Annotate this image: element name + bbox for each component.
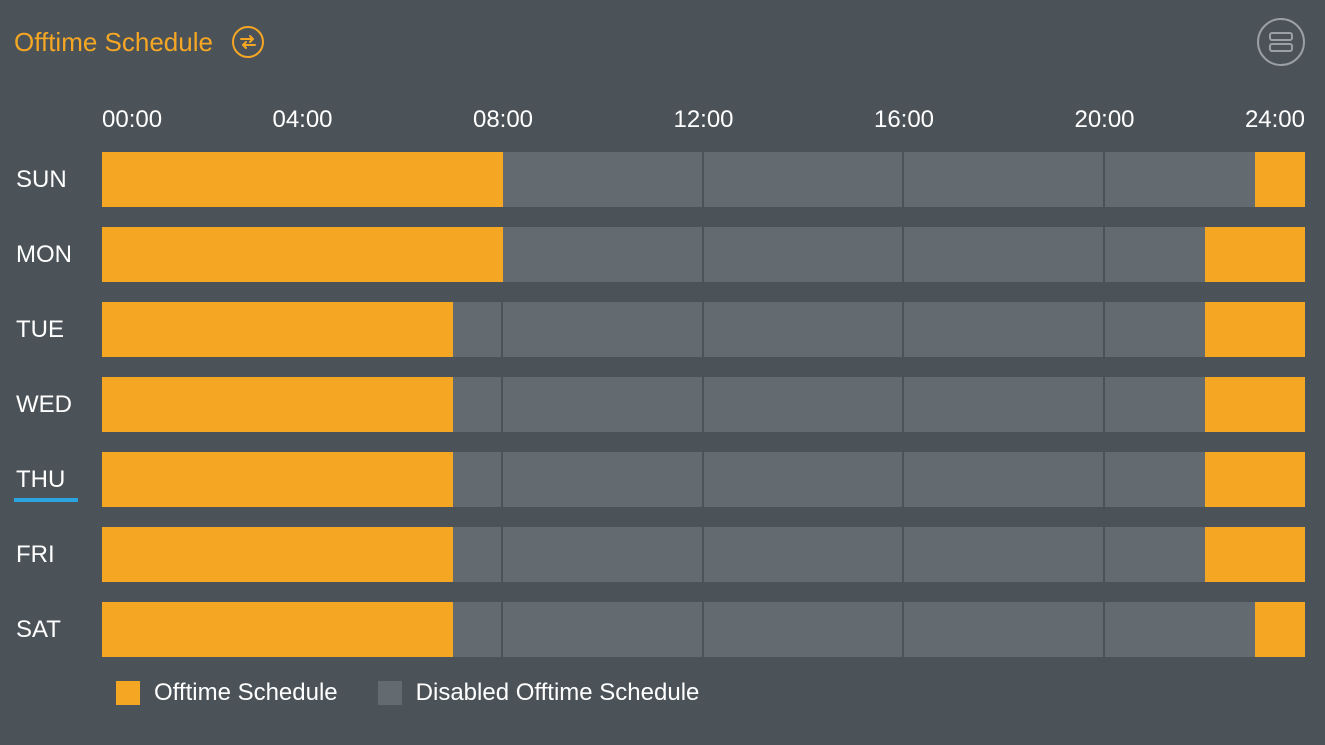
header: Offtime Schedule (0, 0, 1325, 66)
day-label[interactable]: TUE (14, 316, 102, 344)
legend-swatch (116, 681, 140, 705)
schedule-rows: SUN MON TUE WED THU FRI SAT (14, 152, 1305, 657)
day-label[interactable]: THU (14, 466, 102, 494)
track-slot (704, 152, 905, 207)
offtime-segment[interactable] (102, 527, 453, 582)
track-slot (704, 227, 905, 282)
track-slot (704, 452, 905, 507)
offtime-segment[interactable] (102, 602, 453, 657)
legend-swatch (378, 681, 402, 705)
schedule-row: SAT (14, 602, 1305, 657)
sync-icon[interactable] (231, 25, 265, 59)
offtime-segment[interactable] (1205, 452, 1305, 507)
legend: Offtime Schedule Disabled Offtime Schedul… (116, 679, 1305, 707)
track-slot (904, 302, 1105, 357)
title-wrap: Offtime Schedule (14, 25, 265, 59)
legend-label: Disabled Offtime Schedule (416, 679, 700, 707)
schedule-track[interactable] (102, 452, 1305, 507)
schedule-chart: 00:00 04:00 08:00 12:00 16:00 20:00 24:00 SUN M… (0, 106, 1325, 707)
track-slot (503, 602, 704, 657)
track-slot (704, 602, 905, 657)
offtime-segment[interactable] (1205, 227, 1305, 282)
track-slot (503, 227, 704, 282)
schedule-row: MON (14, 227, 1305, 282)
schedule-track[interactable] (102, 302, 1305, 357)
schedule-row: SUN (14, 152, 1305, 207)
day-label[interactable]: FRI (14, 541, 102, 569)
track-slot (904, 227, 1105, 282)
time-axis-label: 24:00 (1245, 106, 1305, 134)
time-axis-label: 16:00 (874, 106, 934, 134)
legend-label: Offtime Schedule (154, 679, 338, 707)
offtime-segment[interactable] (102, 227, 503, 282)
offtime-segment[interactable] (1255, 602, 1305, 657)
offtime-segment[interactable] (102, 152, 503, 207)
schedule-track[interactable] (102, 377, 1305, 432)
day-label[interactable]: SUN (14, 166, 102, 194)
time-axis-label: 00:00 (102, 106, 162, 134)
offtime-segment[interactable] (1255, 152, 1305, 207)
schedule-track[interactable] (102, 527, 1305, 582)
track-slot (904, 527, 1105, 582)
schedule-track[interactable] (102, 227, 1305, 282)
legend-item: Offtime Schedule (116, 679, 338, 707)
day-label[interactable]: WED (14, 391, 102, 419)
offtime-segment[interactable] (102, 377, 453, 432)
offtime-segment[interactable] (102, 302, 453, 357)
schedule-row: TUE (14, 302, 1305, 357)
track-slot (904, 152, 1105, 207)
track-slot (704, 527, 905, 582)
offtime-segment[interactable] (1205, 302, 1305, 357)
track-slot (503, 377, 704, 432)
offtime-segment[interactable] (102, 452, 453, 507)
offtime-segment[interactable] (1205, 377, 1305, 432)
day-label[interactable]: MON (14, 241, 102, 269)
time-axis-label: 20:00 (1074, 106, 1134, 134)
track-slot (503, 152, 704, 207)
track-slot (904, 377, 1105, 432)
track-slot (704, 302, 905, 357)
track-slot (503, 302, 704, 357)
time-axis-label: 12:00 (673, 106, 733, 134)
offtime-segment[interactable] (1205, 527, 1305, 582)
track-slot (503, 452, 704, 507)
time-axis-label: 04:00 (272, 106, 332, 134)
track-slot (704, 377, 905, 432)
schedule-row: FRI (14, 527, 1305, 582)
schedule-row: WED (14, 377, 1305, 432)
schedule-track[interactable] (102, 152, 1305, 207)
schedule-row: THU (14, 452, 1305, 507)
track-slot (904, 602, 1105, 657)
day-label[interactable]: SAT (14, 616, 102, 644)
track-slot (904, 452, 1105, 507)
time-axis-label: 08:00 (473, 106, 533, 134)
legend-item: Disabled Offtime Schedule (378, 679, 700, 707)
list-view-icon[interactable] (1257, 18, 1305, 66)
track-slot (503, 527, 704, 582)
schedule-track[interactable] (102, 602, 1305, 657)
time-axis: 00:00 04:00 08:00 12:00 16:00 20:00 24:00 (102, 106, 1305, 134)
page-title: Offtime Schedule (14, 27, 213, 58)
